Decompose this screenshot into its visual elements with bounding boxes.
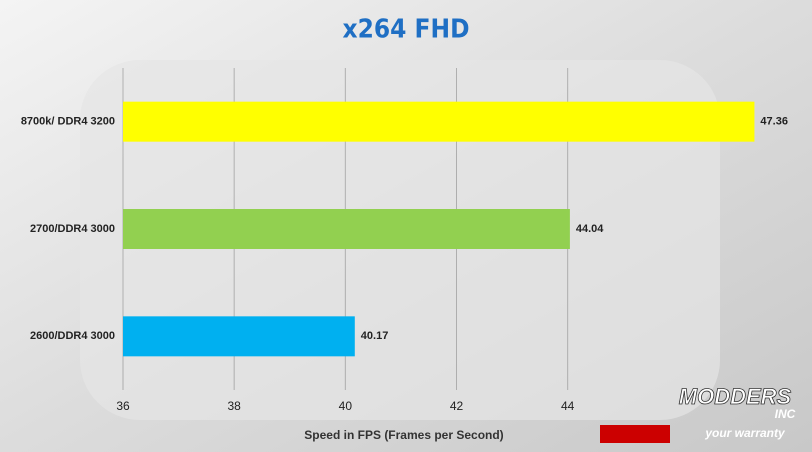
value-label: 47.36 [760, 116, 788, 128]
watermark: your warranty [704, 426, 786, 440]
value-label: 44.04 [576, 223, 604, 235]
x-tick-label: 36 [116, 399, 130, 413]
x-tick-label: 42 [450, 399, 464, 413]
bar [123, 316, 355, 357]
x-tick-label: 38 [227, 399, 241, 413]
x-tick-label: 44 [561, 399, 575, 413]
y-tick-label: 2600/DDR4 3000 [30, 330, 115, 342]
y-tick-label: 2700/DDR4 3000 [30, 223, 115, 235]
x-axis-label: Speed in FPS (Frames per Second) [304, 428, 503, 442]
watermark: MODDERS [679, 384, 792, 409]
x-tick-label: 40 [339, 399, 353, 413]
bar [123, 101, 755, 142]
y-tick-label: 8700k/ DDR4 3200 [21, 116, 115, 128]
bar [123, 209, 570, 249]
chart-title: x264 FHD [342, 15, 469, 45]
watermark-box [600, 425, 670, 443]
value-label: 40.17 [361, 330, 389, 342]
watermark: INC [775, 407, 796, 421]
